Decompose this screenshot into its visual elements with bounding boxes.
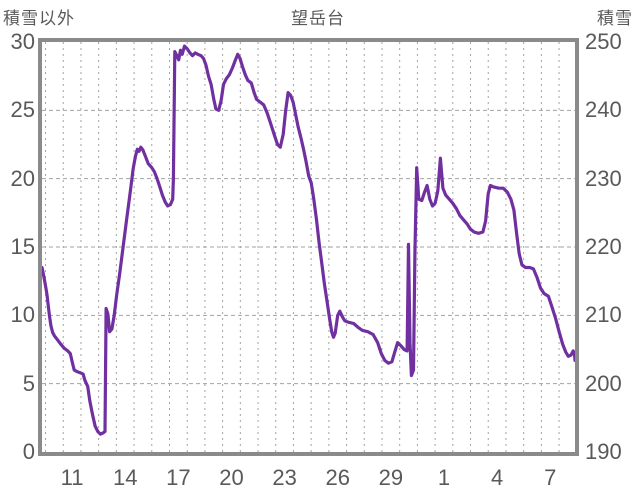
x-axis-tick-label: 17: [166, 465, 191, 490]
left-axis-tick-label: 0: [22, 439, 35, 464]
right-axis-tick-label: 230: [585, 165, 622, 191]
left-axis-tick-label: 10: [10, 302, 35, 328]
left-axis-tick-label: 30: [10, 29, 35, 54]
right-axis-tick-label: 250: [585, 29, 622, 54]
x-axis-tick-label: 7: [544, 465, 557, 490]
x-axis-tick-label: 14: [112, 465, 138, 490]
right-axis-tick-label: 200: [585, 370, 622, 396]
right-axis-tick-label: 190: [585, 439, 622, 464]
right-axis-tick-label: 210: [585, 302, 622, 328]
left-axis-tick-label: 25: [10, 97, 35, 123]
right-axis-caption: 積雪: [597, 9, 633, 28]
x-axis-tick-label: 29: [378, 465, 404, 490]
left-axis-tick-label: 20: [10, 165, 35, 191]
x-axis-tick-label: 23: [272, 465, 297, 490]
x-axis-tick-label: 20: [219, 465, 244, 490]
chart-title: 望岳台: [291, 9, 345, 28]
right-axis-tick-label: 240: [585, 97, 622, 123]
right-axis-tick-label: 220: [585, 234, 622, 259]
x-axis-tick-label: 26: [325, 465, 350, 490]
left-axis-caption: 積雪以外: [3, 9, 75, 28]
x-axis-tick-label: 11: [60, 465, 84, 490]
plot-border: [38, 38, 579, 456]
x-axis-tick-label: 4: [490, 465, 504, 490]
left-axis-tick-label: 15: [10, 234, 35, 259]
x-axis-tick-label: 1: [437, 465, 451, 490]
left-axis-tick-label: 5: [22, 370, 35, 396]
snow-depth-line: [40, 44, 577, 436]
